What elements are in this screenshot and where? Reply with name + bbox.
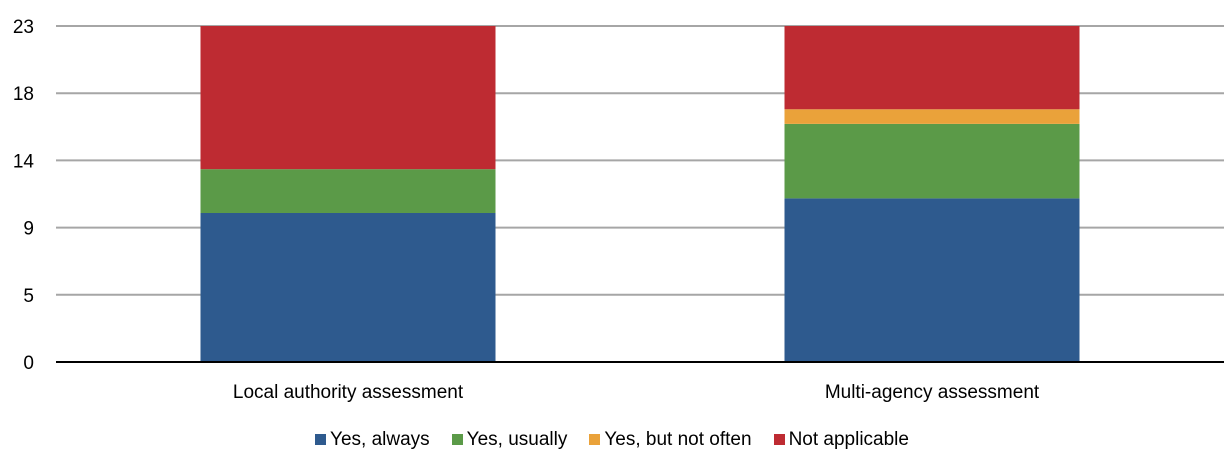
bars [200,26,1080,362]
legend-swatch [451,434,463,445]
x-tick-label: Multi-agency assessment [825,382,1040,403]
legend-label: Not applicable [788,428,909,450]
legend-label: Yes, usually [466,428,568,450]
legend-swatch [589,434,601,445]
bar-segment-not-applicable [784,26,1080,110]
legend-label: Yes, but not often [604,428,752,450]
y-tick-label: 5 [23,286,34,307]
legend-item: Yes, always [315,429,430,451]
bar-segment-yes-usually [200,169,496,213]
bar-segment-not-applicable [200,26,496,170]
legend-label: Yes, always [330,428,430,450]
legend: Yes, always Yes, usually Yes, but not ofte… [0,428,1224,451]
bar-segment-yes-usually [784,123,1080,199]
y-tick-label: 14 [13,151,35,172]
legend-swatch [315,434,327,445]
bar-segment-yes-always [784,198,1080,362]
legend-swatch [773,434,785,445]
bar-segment-yes-always [200,212,496,362]
y-tick-label: 18 [13,84,34,105]
legend-item: Yes, but not often [589,428,752,451]
bar-segment-yes-but-not-often [784,109,1080,124]
y-tick-label: 23 [13,17,34,38]
x-tick-labels: Local authority assessment Multi-agency a… [233,382,1040,403]
y-tick-labels: 0 5 9 14 18 23 [13,17,35,374]
y-tick-label: 0 [23,353,34,374]
x-tick-label: Local authority assessment [233,382,464,403]
legend-item: Yes, usually [451,428,568,451]
legend-item: Not applicable [773,428,909,451]
y-tick-label: 9 [23,219,34,240]
